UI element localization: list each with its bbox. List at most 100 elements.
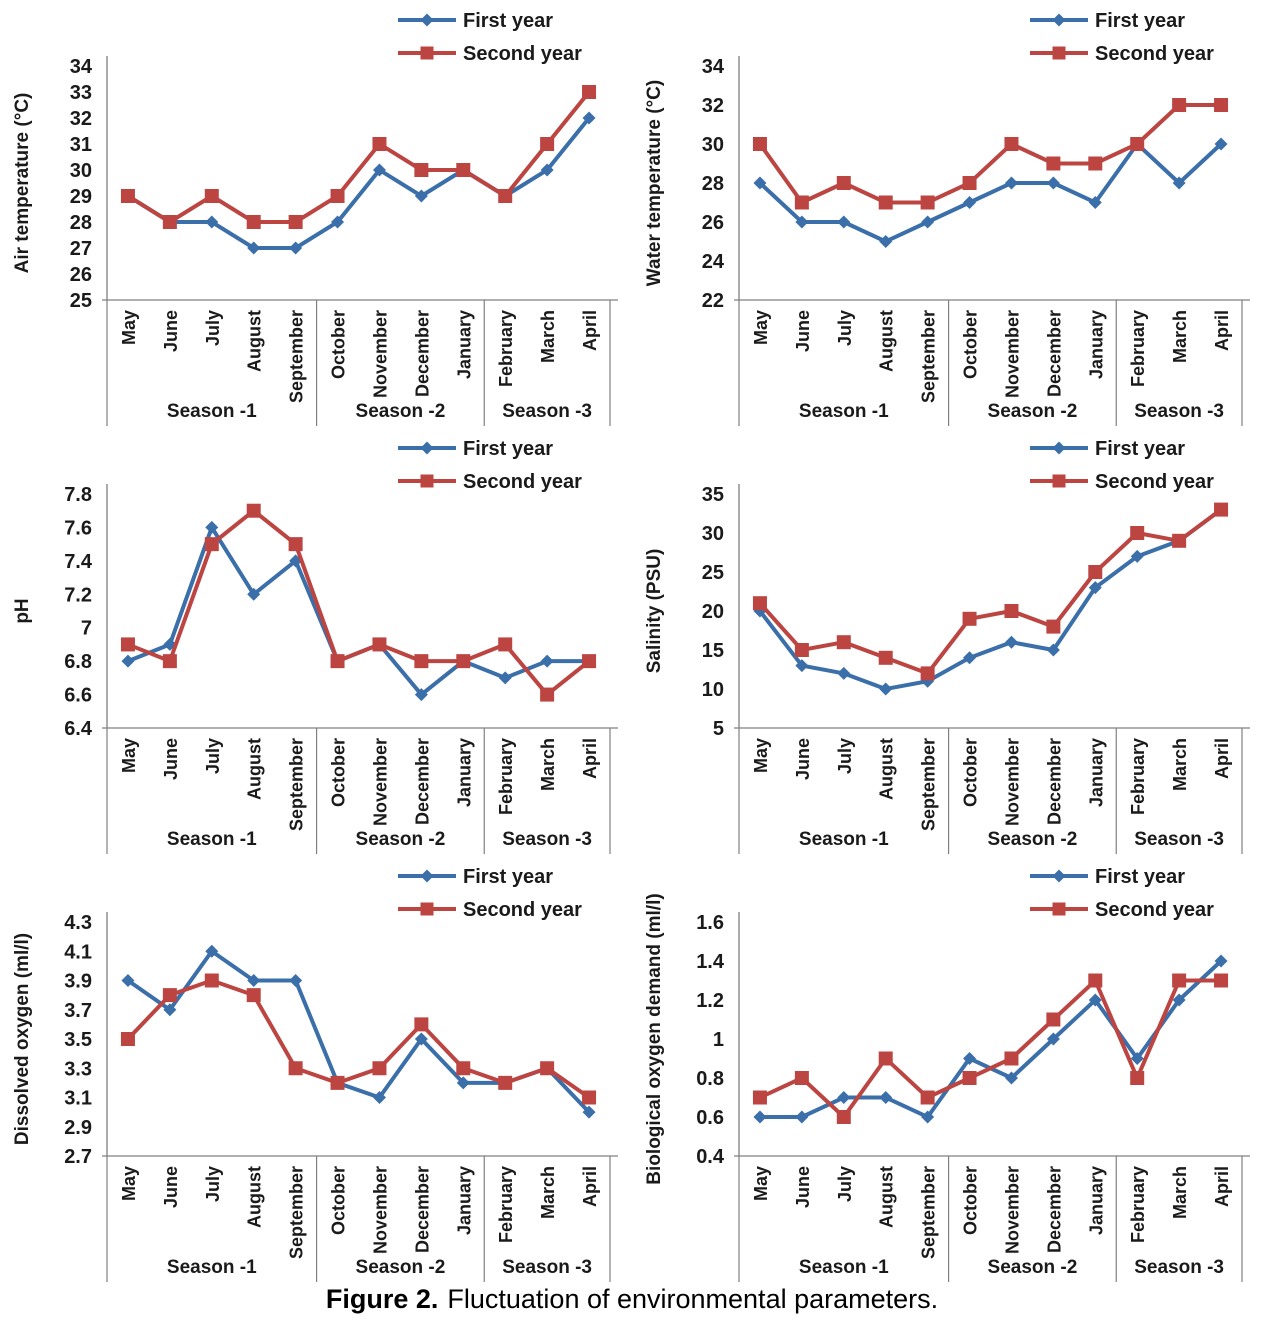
series-line [758,507,1223,692]
data-point-square [330,654,345,669]
month-label: April [1212,1166,1232,1207]
y-tick-label: 0.6 [696,1107,724,1129]
diamond-icon [420,869,434,883]
season-label: Season -1 [799,1257,889,1278]
month-label: September [287,738,307,831]
data-point-diamond [879,235,893,248]
data-point-diamond [1130,549,1144,563]
month-label: February [496,738,516,815]
data-point-diamond [1214,137,1228,151]
data-point-square [1004,137,1019,151]
month-label: June [161,1166,181,1208]
data-point-diamond [414,1032,428,1046]
y-tick-label: 4.1 [64,941,92,963]
data-point-square [246,988,261,1003]
data-point-square [162,988,177,1003]
data-point-square [878,650,893,665]
season-label: Season -3 [502,829,592,850]
month-label: December [412,1166,432,1253]
legend-label: First year [1095,438,1185,460]
chart-ph: First year Second year 6.4 6.6 6.8 7 7.2 7.4 7.6… [0,428,632,856]
month-label: July [203,1166,223,1202]
data-point-diamond [1046,1032,1060,1046]
chart-biological-oxygen-demand: First year Second year 0.4 0.6 0.8 1 1.2 1.4 1.6… [632,856,1264,1284]
month-label: March [538,310,558,363]
data-point-square [372,137,387,151]
y-tick-label: 0.8 [696,1068,724,1090]
square-icon [420,902,434,916]
month-label: November [1002,310,1022,398]
month-label: August [245,738,265,800]
month-label: March [538,1166,558,1219]
month-label: May [751,1166,771,1201]
month-label: February [1128,1166,1148,1243]
y-tick-label: 35 [702,484,724,506]
data-point-square [330,189,345,203]
season-label: Season -1 [167,1257,257,1278]
month-label: December [412,738,432,825]
data-point-square [1130,1071,1145,1085]
series-first-year [753,503,1228,696]
biological-oxygen-demand-chart-svg: First year Second year 0.4 0.6 0.8 1 1.2 1.4 1.6… [644,866,1250,1282]
y-tick-label: 1 [713,1029,724,1051]
y-tick-label: 26 [702,212,724,234]
season-label: Season -2 [356,1257,446,1278]
data-point-diamond [1172,993,1186,1007]
data-point-square [498,189,513,203]
y-tick-label: 27 [70,238,92,260]
data-point-diamond [540,163,554,177]
data-point-square [1130,137,1145,151]
legend-item-second-year: Second year [1030,471,1214,493]
data-point-diamond [247,241,261,255]
y-tick-label: 25 [702,562,724,584]
season-label: Season -1 [799,829,889,850]
season-label: Season -3 [1134,829,1224,850]
y-tick-label: 7.8 [64,484,92,506]
y-axis-title: Dissolved oxygen (ml/l) [12,933,33,1145]
data-point-diamond [456,1076,470,1090]
month-label: April [1212,310,1232,351]
month-label: November [370,738,390,826]
season-label: Season -2 [988,829,1078,850]
data-point-square [794,643,809,657]
data-point-square [120,1032,135,1046]
data-point-square [794,195,809,210]
data-point-square [752,1090,767,1105]
month-label: February [1128,738,1148,815]
month-label: January [454,738,474,807]
series-line [759,977,1222,1121]
legend-label: First year [1095,10,1185,32]
y-tick-label: 30 [702,523,724,545]
month-label: July [835,738,855,774]
data-point-square [204,973,219,988]
data-point-diamond [205,944,219,958]
y-tick-label: 31 [70,134,92,156]
data-point-square [1172,98,1187,112]
data-point-square [878,195,893,210]
series-line [127,522,590,698]
y-tick-label: 7.6 [64,517,92,539]
legend-item-second-year: Second year [1030,43,1214,65]
y-tick-label: 3.7 [64,1000,92,1022]
month-label: January [1086,1166,1106,1235]
series-line [126,90,591,225]
legend-item-first-year: First year [398,10,553,32]
month-label: September [287,310,307,403]
month-label: March [1170,310,1190,363]
square-icon [420,474,434,488]
y-axis-title: Water temperature (°C) [644,80,665,286]
y-tick-label: 1.4 [696,951,725,973]
y-axis-title: Biological oxygen demand (ml/l) [644,893,665,1184]
data-point-square [540,1061,555,1076]
data-point-diamond [795,659,809,673]
data-point-diamond [963,651,977,665]
data-point-square [1214,973,1229,988]
y-tick-label: 7.4 [64,551,93,573]
data-point-square [1088,565,1103,579]
data-point-diamond [540,654,554,668]
y-tick-label: 20 [702,601,724,623]
series-first-year [121,944,596,1119]
data-point-square [752,137,767,151]
y-tick-label: 5 [713,718,724,740]
data-point-square [120,637,135,652]
